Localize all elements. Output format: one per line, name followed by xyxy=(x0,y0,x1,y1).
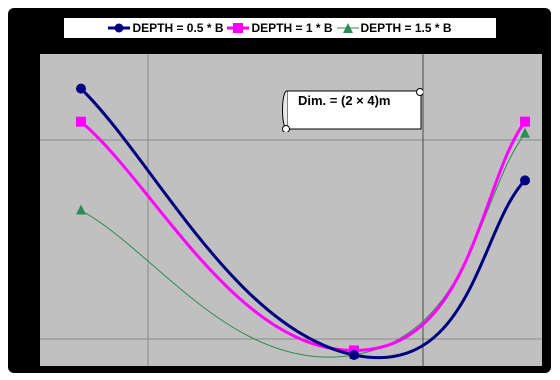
legend-marker-square-icon xyxy=(227,23,250,33)
legend-item-series-1: DEPTH = 0.5 * B xyxy=(108,21,223,35)
legend-marker-circle-icon xyxy=(108,23,131,33)
data-point-series-3-3 xyxy=(520,127,530,138)
legend-label-series-1: DEPTH = 0.5 * B xyxy=(132,21,224,35)
legend-label-series-3: DEPTH = 1.5 * B xyxy=(360,21,452,35)
data-point-series-3-1 xyxy=(76,204,86,215)
scroll-banner-icon xyxy=(282,88,423,132)
annotation-text: Dim. = (2 × 4)m xyxy=(298,93,391,108)
legend-item-series-3: DEPTH = 1.5 * B xyxy=(336,21,452,35)
data-point-series-1-3 xyxy=(520,175,530,186)
data-point-series-2-3 xyxy=(520,116,530,127)
legend-label-series-2: DEPTH = 1 * B xyxy=(251,21,333,35)
series-layer xyxy=(76,83,530,360)
data-point-series-1-2 xyxy=(349,350,359,360)
data-point-series-1-1 xyxy=(76,83,86,94)
dimension-annotation: Dim. = (2 × 4)m xyxy=(281,88,423,132)
legend-item-series-2: DEPTH = 1 * B xyxy=(227,21,333,35)
chart-legend: DEPTH = 0.5 * B DEPTH = 1 * B DEPTH = 1.… xyxy=(64,18,496,38)
data-point-series-2-1 xyxy=(76,116,86,127)
legend-marker-triangle-icon xyxy=(336,23,359,33)
